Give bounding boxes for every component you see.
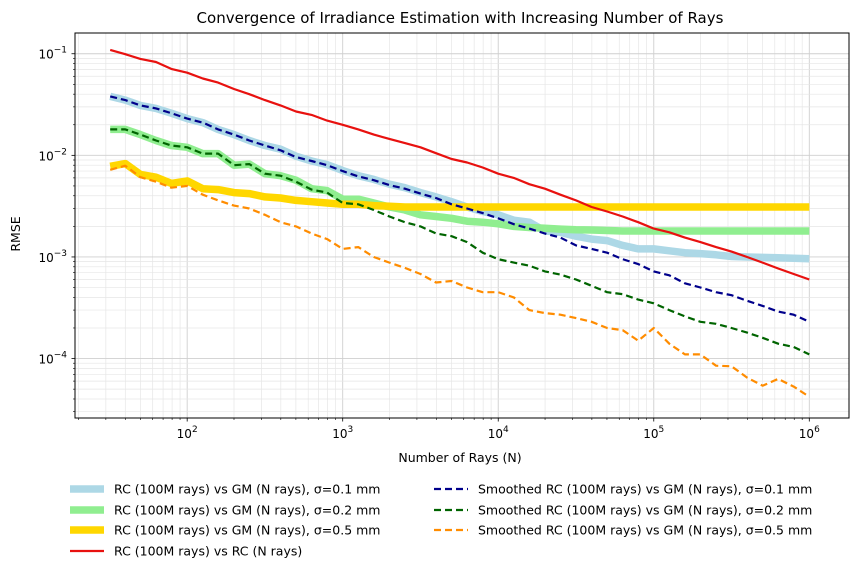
x-axis-label: Number of Rays (N) — [398, 450, 521, 465]
plot-background — [75, 33, 849, 418]
x-tick-exponent: 3 — [347, 425, 353, 435]
y-tick-exponent: −1 — [54, 46, 67, 56]
series-line-5 — [109, 95, 810, 323]
x-tick-base: 10 — [177, 427, 192, 441]
x-tick-base: 10 — [332, 427, 347, 441]
x-tick-exponent: 5 — [659, 425, 665, 435]
legend-label-7: Smoothed RC (100M rays) vs GM (N rays), … — [478, 523, 812, 538]
legend-label-1: RC (100M rays) vs GM (N rays), σ=0.1 mm — [114, 482, 380, 497]
x-tick-exponent: 6 — [814, 425, 820, 435]
y-tick-label: 10−4 — [38, 351, 67, 367]
y-tick-base: 10 — [38, 353, 53, 367]
y-tick-exponent: −4 — [54, 351, 68, 361]
series-group — [109, 48, 810, 398]
y-axis-label: RMSE — [8, 216, 23, 251]
legend-label-4: RC (100M rays) vs RC (N rays) — [114, 544, 302, 559]
series-line-6 — [110, 128, 810, 356]
legend-label-2: RC (100M rays) vs GM (N rays), σ=0.2 mm — [114, 503, 380, 518]
x-tick-base: 10 — [488, 427, 503, 441]
legend-label-6: Smoothed RC (100M rays) vs GM (N rays), … — [478, 503, 812, 518]
y-tick-base: 10 — [38, 149, 53, 163]
y-tick-exponent: −3 — [54, 249, 67, 259]
x-tick-label: 102 — [177, 425, 198, 441]
y-tick-base: 10 — [38, 48, 53, 62]
legend-label-3: RC (100M rays) vs GM (N rays), σ=0.5 mm — [114, 523, 380, 538]
plot-frame — [74, 32, 850, 419]
x-tick-label: 105 — [643, 425, 664, 441]
y-tick-label: 10−3 — [38, 249, 67, 265]
x-tick-exponent: 4 — [503, 425, 509, 435]
series-line-4 — [109, 48, 810, 281]
x-tick-base: 10 — [643, 427, 658, 441]
y-tick-label: 10−2 — [38, 147, 67, 163]
x-tick-label: 106 — [799, 425, 820, 441]
chart-title: Convergence of Irradiance Estimation wit… — [197, 9, 724, 27]
x-tick-exponent: 2 — [192, 425, 198, 435]
y-tick-label: 10−1 — [38, 46, 67, 62]
series-line-7 — [109, 164, 810, 398]
x-tick-label: 104 — [488, 425, 509, 441]
y-tick-base: 10 — [38, 251, 53, 265]
y-tick-exponent: −2 — [54, 147, 67, 157]
x-tick-label: 103 — [332, 425, 353, 441]
legend-label-5: Smoothed RC (100M rays) vs GM (N rays), … — [478, 482, 812, 497]
legend: RC (100M rays) vs GM (N rays), σ=0.1 mm R… — [70, 482, 812, 559]
x-tick-base: 10 — [799, 427, 814, 441]
